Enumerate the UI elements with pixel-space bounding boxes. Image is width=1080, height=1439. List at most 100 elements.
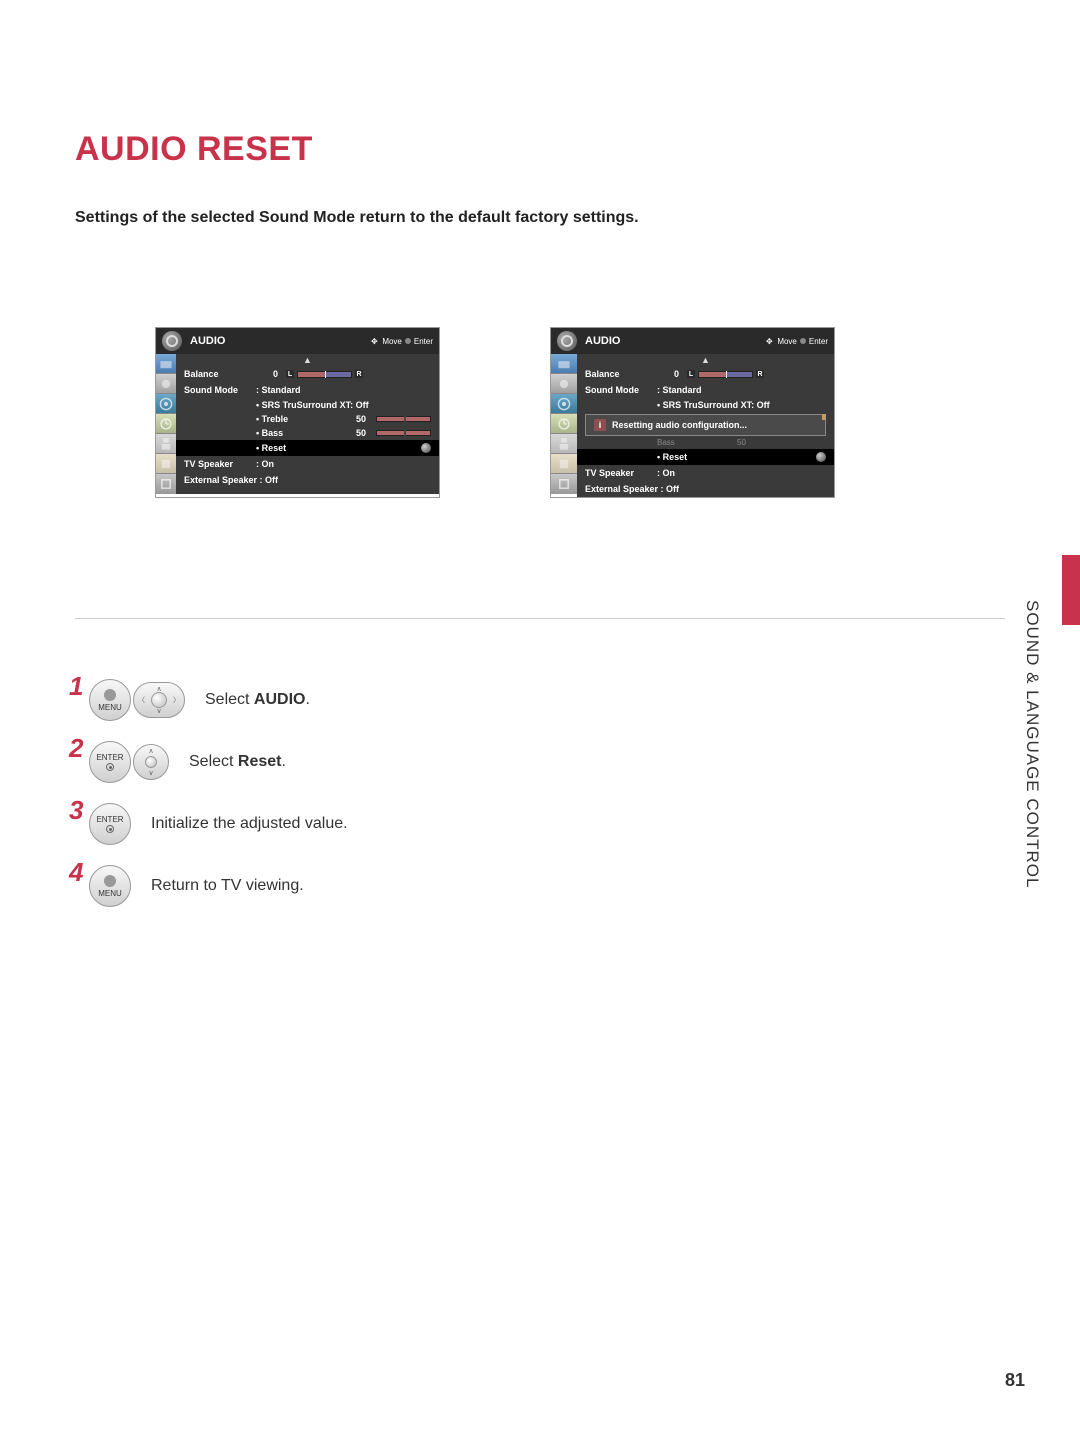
info-icon: i [594, 419, 606, 431]
tv-speaker-row[interactable]: TV Speaker : On [577, 465, 834, 481]
sidebar-item[interactable] [156, 374, 176, 394]
side-tab-indicator [1062, 555, 1080, 625]
reset-popup: i Resetting audio configuration... [585, 414, 826, 436]
page-number: 81 [1005, 1370, 1025, 1391]
balance-l-badge: L [687, 370, 695, 378]
step-number: 4 [69, 857, 89, 888]
balance-value: 0 [256, 369, 286, 379]
reset-label: • Reset [657, 452, 687, 462]
sound-mode-row[interactable]: Sound Mode : Standard [176, 382, 439, 398]
panel-header: AUDIO ✥ Move Enter [551, 328, 834, 354]
enter-dot-icon [405, 338, 411, 344]
reset-row-selected[interactable]: • Reset [176, 440, 439, 456]
menu-sidebar [156, 354, 176, 494]
sidebar-item[interactable] [551, 374, 577, 394]
popup-text: Resetting audio configuration... [612, 420, 747, 430]
panel-title: AUDIO [190, 335, 369, 347]
srs-row[interactable]: • SRS TruSurround XT: Off [657, 398, 826, 412]
sidebar-item[interactable] [156, 394, 176, 414]
tv-speaker-value: : On [657, 468, 675, 478]
move-icon: ✥ [764, 336, 774, 346]
page-title: AUDIO RESET [75, 130, 1005, 169]
reset-label: • Reset [256, 443, 286, 453]
ext-speaker-label: External Speaker : Off [585, 484, 679, 494]
bass-label: • Bass [256, 428, 356, 438]
enter-button[interactable]: ENTER [89, 803, 131, 845]
step-text: Initialize the adjusted value. [151, 815, 348, 833]
button-label: MENU [98, 889, 122, 898]
sidebar-item[interactable] [551, 474, 577, 494]
balance-value: 0 [657, 369, 687, 379]
ext-speaker-label: External Speaker : Off [184, 475, 278, 485]
ext-speaker-row[interactable]: External Speaker : Off [577, 481, 834, 497]
scroll-up-arrow[interactable]: ▲ [176, 354, 439, 366]
tv-speaker-label: TV Speaker [184, 459, 256, 469]
dpad-button[interactable]: ∧ ∨ 〈 〉 [133, 682, 185, 718]
panel-hint: ✥ Move Enter [369, 336, 433, 346]
instructions-list: 1 MENU ∧ ∨ 〈 〉 Select AUDIO. 2 [69, 679, 1005, 907]
balance-slider[interactable]: L R [286, 370, 363, 378]
step-3: 3 ENTER Initialize the adjusted value. [69, 803, 1005, 845]
sidebar-item[interactable] [156, 354, 176, 374]
sidebar-item[interactable] [156, 434, 176, 454]
tv-speaker-row[interactable]: TV Speaker : On [176, 456, 439, 472]
page-subtitle: Settings of the selected Sound Mode retu… [75, 209, 1005, 227]
step-number: 3 [69, 795, 89, 826]
balance-slider[interactable]: L R [687, 370, 764, 378]
sidebar-item[interactable] [551, 434, 577, 454]
reset-row-selected[interactable]: • Reset [577, 449, 834, 465]
treble-slider[interactable] [376, 416, 431, 422]
step-number: 1 [69, 671, 89, 702]
panel-hint: ✥ Move Enter [764, 336, 828, 346]
step-text: Select AUDIO. [205, 691, 310, 709]
sound-mode-value: : Standard [256, 385, 301, 395]
step-text: Select Reset. [189, 753, 286, 771]
step-number: 2 [69, 733, 89, 764]
sidebar-item[interactable] [156, 474, 176, 494]
balance-r-badge: R [355, 370, 363, 378]
sidebar-item[interactable] [551, 414, 577, 434]
treble-value: 50 [356, 414, 376, 424]
bass-value: 50 [356, 428, 376, 438]
chevron-right-icon: 〉 [173, 695, 180, 705]
button-label: MENU [98, 703, 122, 712]
reset-enter-icon [421, 443, 431, 453]
enter-button[interactable]: ENTER [89, 741, 131, 783]
balance-label: Balance [585, 369, 657, 379]
balance-row[interactable]: Balance 0 L R [176, 366, 439, 382]
sidebar-item[interactable] [156, 414, 176, 434]
button-label: ENTER [96, 815, 123, 824]
enter-dot-icon [800, 338, 806, 344]
scroll-up-arrow[interactable]: ▲ [577, 354, 834, 366]
step-1: 1 MENU ∧ ∨ 〈 〉 Select AUDIO. [69, 679, 1005, 721]
srs-row[interactable]: • SRS TruSurround XT: Off [256, 398, 431, 412]
sidebar-item[interactable] [551, 394, 577, 414]
button-label: ENTER [96, 753, 123, 762]
sidebar-item[interactable] [156, 454, 176, 474]
sidebar-item[interactable] [551, 354, 577, 374]
treble-row[interactable]: • Treble 50 [256, 412, 431, 426]
hint-move-label: Move [382, 337, 402, 346]
tv-speaker-value: : On [256, 459, 274, 469]
ext-speaker-row[interactable]: External Speaker : Off [176, 472, 439, 488]
updown-button[interactable]: ∧ ∨ [133, 744, 169, 780]
chevron-left-icon: 〈 [138, 695, 145, 705]
section-divider [75, 618, 1005, 619]
step-text: Return to TV viewing. [151, 877, 304, 895]
sound-mode-row[interactable]: Sound Mode : Standard [577, 382, 834, 398]
balance-row[interactable]: Balance 0 L R [577, 366, 834, 382]
sound-mode-label: Sound Mode [585, 385, 657, 395]
audio-menu-panel-resetting: AUDIO ✥ Move Enter [550, 327, 835, 498]
srs-label: • SRS TruSurround XT: Off [256, 400, 369, 410]
tv-speaker-label: TV Speaker [585, 468, 657, 478]
menu-button[interactable]: MENU [89, 679, 131, 721]
hint-move-label: Move [777, 337, 797, 346]
sidebar-item[interactable] [551, 454, 577, 474]
chevron-up-icon: ∧ [156, 685, 161, 693]
bass-row[interactable]: • Bass 50 [256, 426, 431, 440]
menu-button[interactable]: MENU [89, 865, 131, 907]
bass-slider[interactable] [376, 430, 431, 436]
panel-title: AUDIO [585, 335, 764, 347]
speaker-icon [162, 331, 182, 351]
move-icon: ✥ [369, 336, 379, 346]
